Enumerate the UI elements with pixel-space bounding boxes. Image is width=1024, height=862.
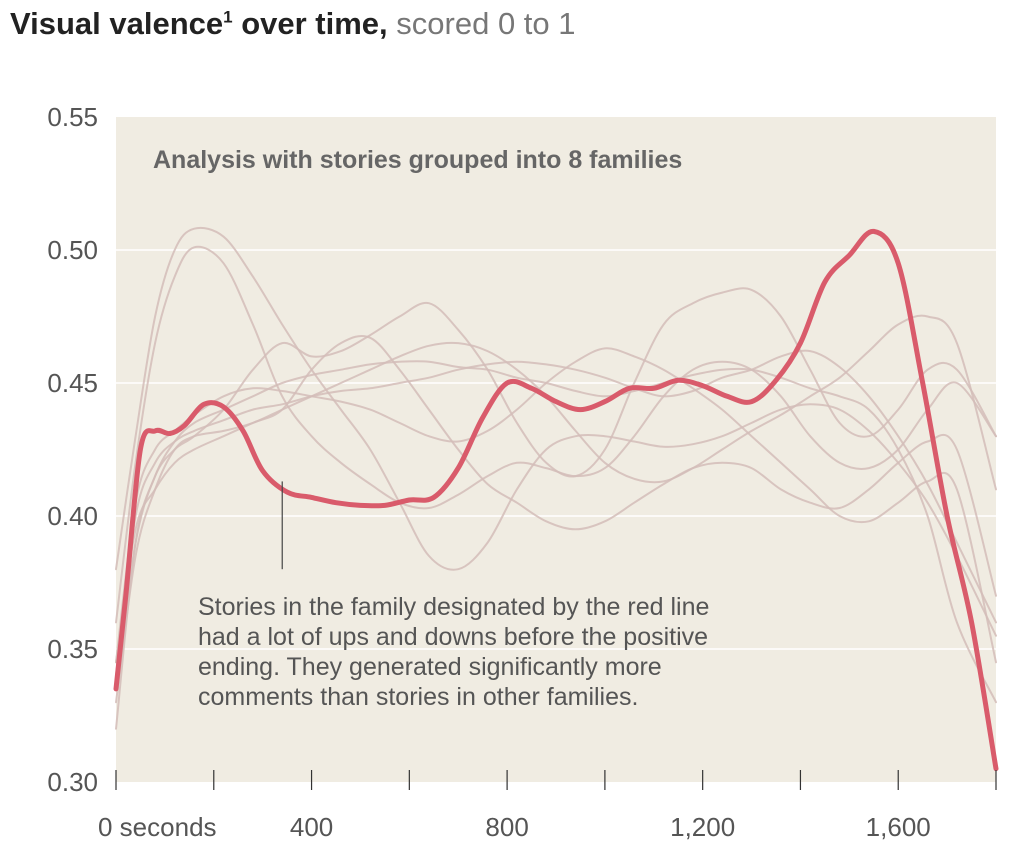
series-line	[115, 334, 997, 664]
x-tick-label: 1,200	[670, 812, 735, 842]
y-tick-label: 0.50	[47, 235, 98, 265]
series-line	[115, 349, 997, 677]
y-tick-label: 0.30	[47, 767, 98, 797]
series-line-highlight	[113, 228, 999, 772]
series-line-highlight-group	[113, 228, 999, 772]
title-footnote-marker: 1	[223, 7, 233, 27]
grid-lines	[116, 249, 996, 650]
x-tick-label: 400	[290, 812, 333, 842]
series-line	[115, 287, 997, 690]
title-main: Visual valence	[10, 6, 224, 41]
y-axis-ticks: 0.30 0.35 0.40 0.45 0.50 0.55	[47, 102, 98, 797]
y-tick-label: 0.45	[47, 368, 98, 398]
series-line	[115, 360, 997, 730]
x-tick-label: 1,600	[866, 812, 931, 842]
y-tick-label: 0.40	[47, 501, 98, 531]
title-main-tail: over time,	[232, 6, 388, 41]
series-line	[115, 347, 997, 664]
chart-title: Visual valence1 over time, scored 0 to 1	[10, 6, 576, 42]
x-tick-label: 0 seconds	[98, 812, 217, 842]
annotation-text: Stories in the family designated by the …	[198, 593, 710, 711]
x-axis-ticks: 0 seconds 400 800 1,200 1,600	[98, 770, 997, 842]
x-tick-label: 800	[485, 812, 528, 842]
plot-background	[116, 117, 996, 782]
series-line	[115, 245, 997, 624]
y-tick-label: 0.35	[47, 634, 98, 664]
y-tick-label: 0.55	[47, 102, 98, 132]
series-line	[115, 226, 997, 637]
series-lines-muted	[115, 226, 997, 730]
panel-label: Analysis with stories grouped into 8 fam…	[153, 146, 682, 174]
title-subtitle: scored 0 to 1	[396, 6, 576, 41]
